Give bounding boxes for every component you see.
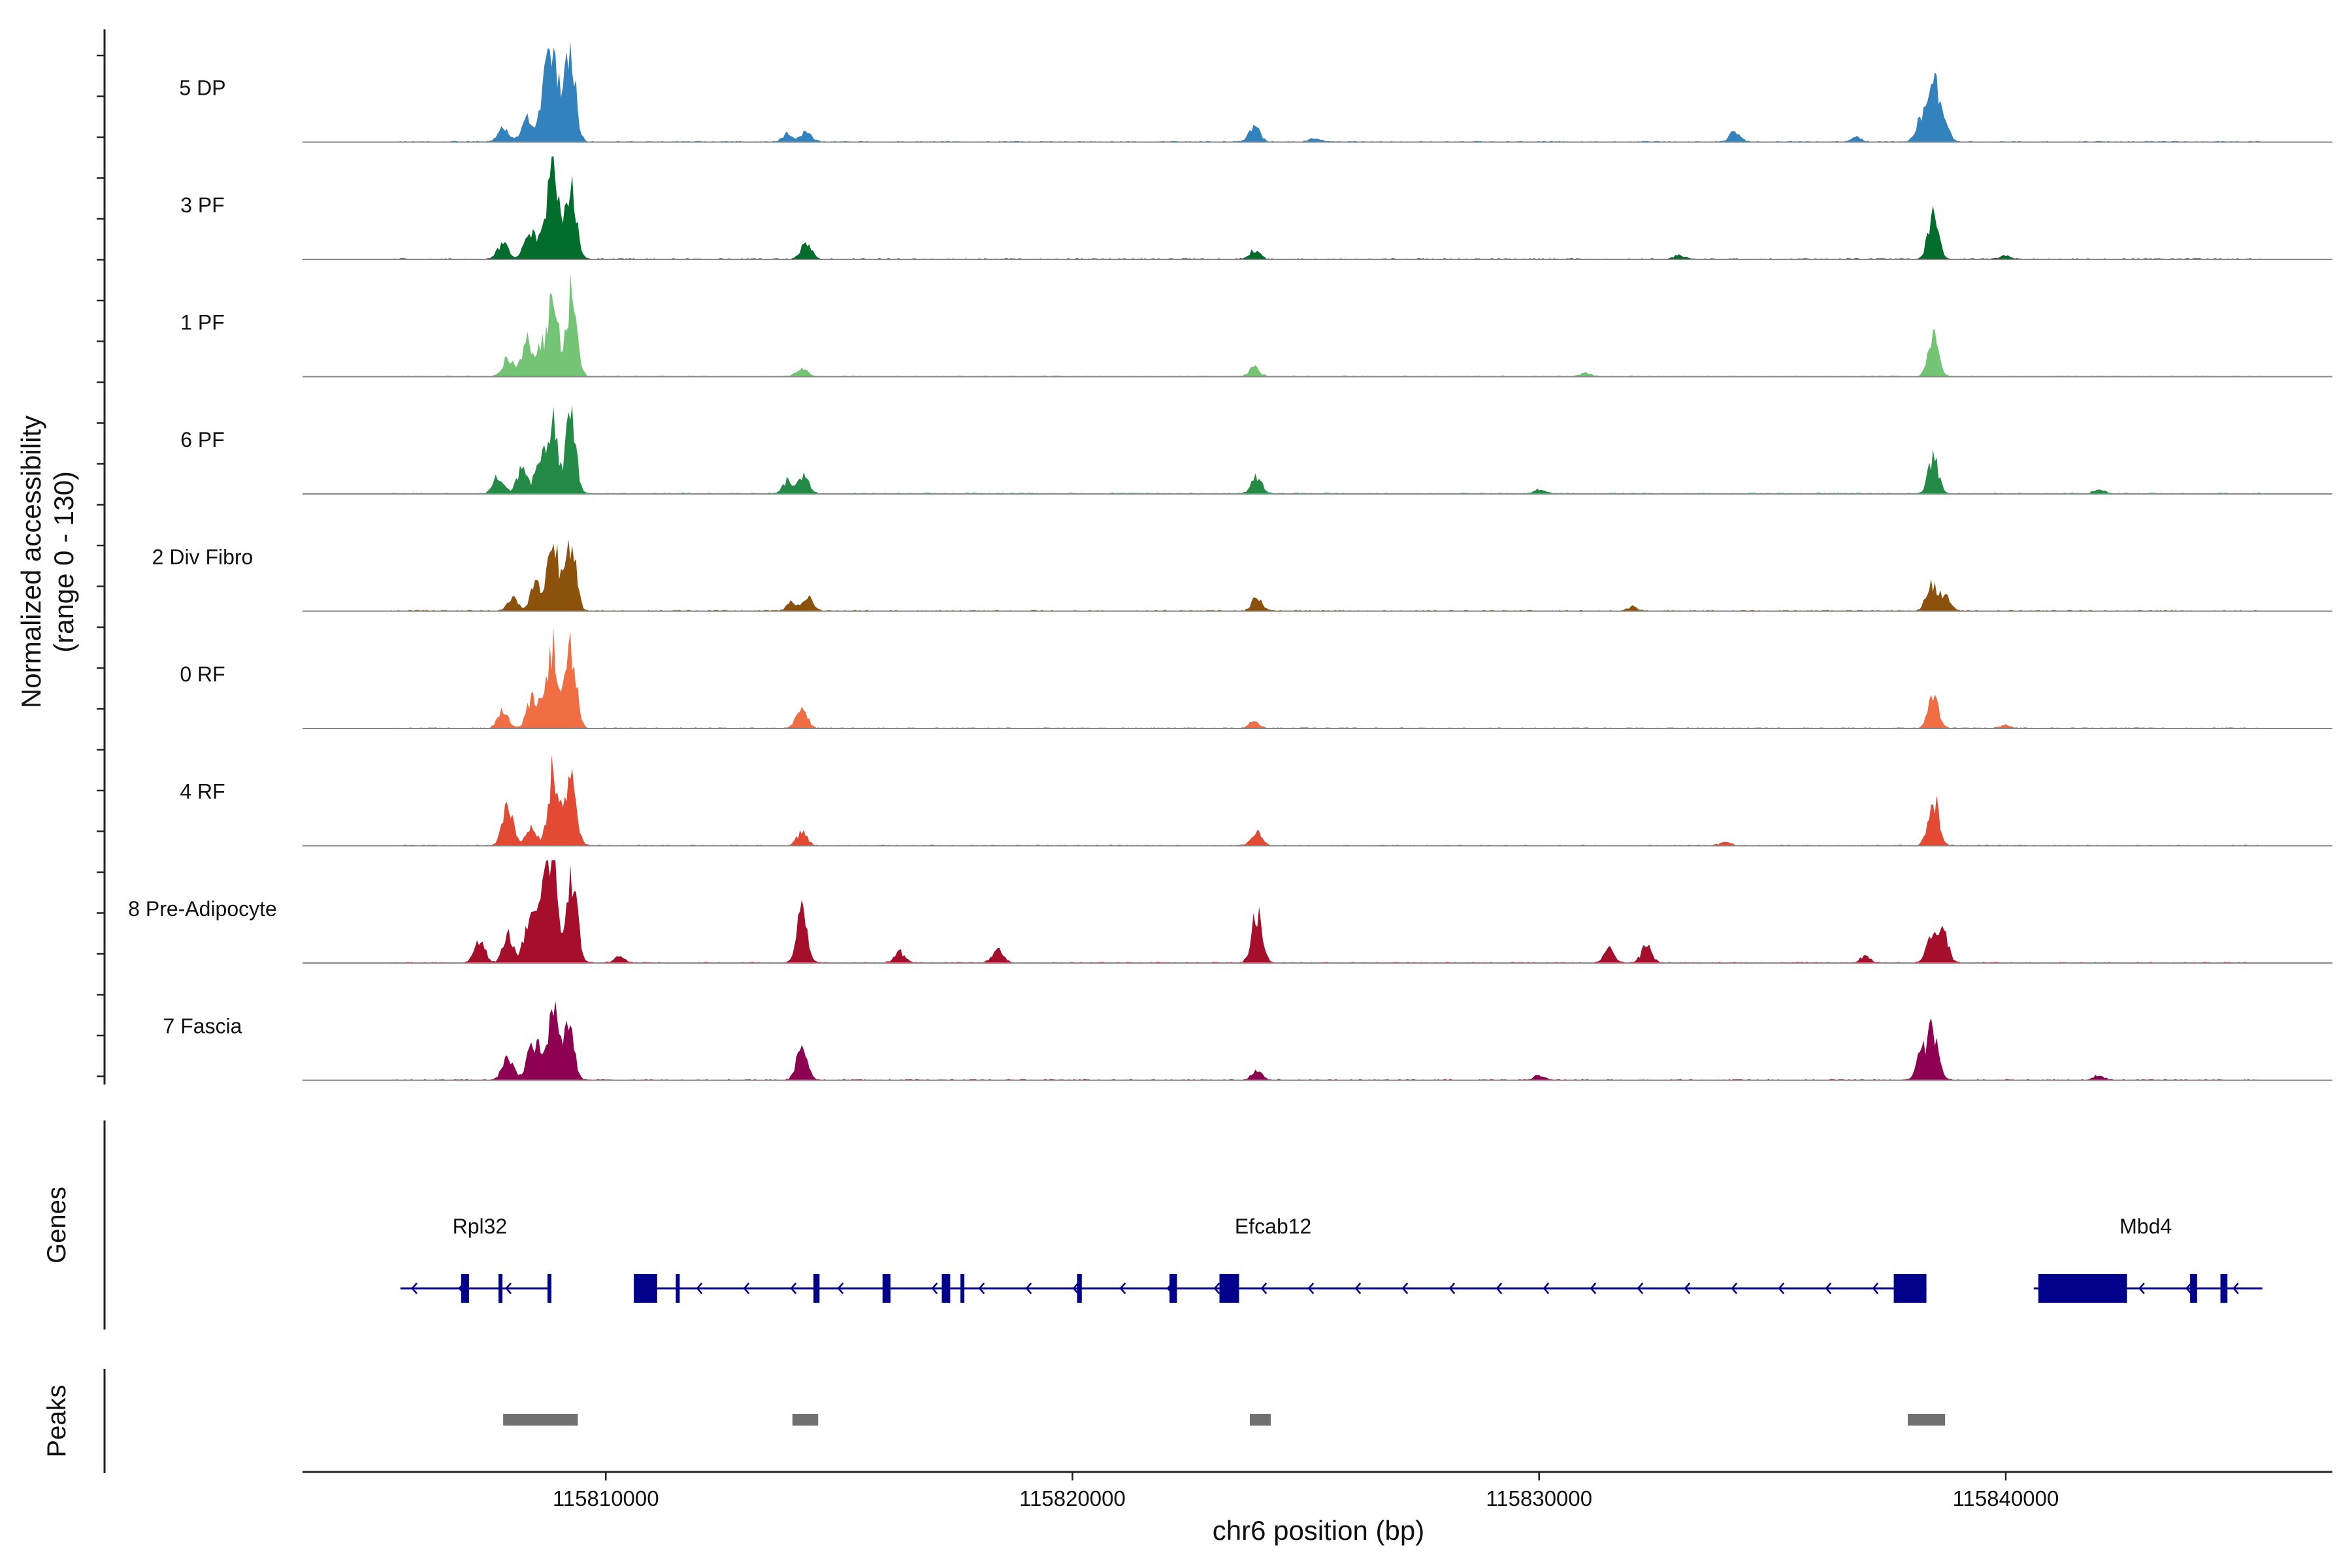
tracks: 5 DP 3 PF 1 PF 6 PF 2 Div Fibro 0 RF 4 RF 8 Pre… (128, 41, 2332, 1081)
strand-arrow-icon (1825, 1282, 1832, 1294)
gene-exon (941, 1274, 951, 1303)
gene-exon (1169, 1274, 1177, 1303)
strand-arrow-icon (1025, 1282, 1032, 1294)
gene-exon (498, 1274, 502, 1303)
strand-arrow-icon (2185, 1282, 2192, 1294)
gene-label: Mbd4 (2119, 1215, 2172, 1238)
x-axis: 115810000 115820000 115830000 115840000 (302, 1471, 2332, 1511)
gene-exon (634, 1274, 657, 1303)
strand-arrow-icon (1684, 1282, 1691, 1294)
coverage-area (391, 404, 2262, 494)
peak-region (503, 1414, 578, 1426)
track-label: 8 Pre-Adipocyte (128, 897, 277, 921)
coverage-area (391, 41, 2262, 142)
peaks-panel (503, 1414, 1946, 1426)
track-label: 2 Div Fibro (152, 546, 253, 569)
strand-arrow-icon (1872, 1282, 1879, 1294)
coverage-area (391, 539, 2262, 612)
track-label: 1 PF (180, 311, 225, 335)
peak-region (1908, 1414, 1946, 1426)
strand-arrow-icon (411, 1282, 417, 1294)
gene-exon (813, 1274, 820, 1303)
strand-arrow-icon (1260, 1282, 1267, 1294)
peaks-panel-title: Peaks (42, 1384, 71, 1457)
gene-exon (461, 1274, 469, 1303)
strand-arrow-icon (1778, 1282, 1785, 1294)
strand-arrow-icon (1448, 1282, 1456, 1294)
strand-arrow-icon (978, 1282, 985, 1294)
gene-exon (882, 1274, 890, 1303)
strand-arrow-icon (1543, 1282, 1550, 1294)
strand-arrow-icon (505, 1282, 512, 1294)
x-tick-label: 115840000 (1953, 1486, 2059, 1511)
gene-exon (2038, 1274, 2127, 1303)
gene-exon (2190, 1274, 2197, 1303)
gene-exon (1893, 1274, 1927, 1303)
genes-panel: Rpl32 Efcab12 Mbd4 (400, 1215, 2262, 1303)
coverage-area (391, 274, 2262, 377)
gene-label: Rpl32 (453, 1215, 508, 1238)
peak-region (792, 1414, 819, 1426)
coverage-area (391, 628, 2262, 728)
strand-arrow-icon (1590, 1282, 1597, 1294)
track-label: 7 Fascia (163, 1015, 242, 1038)
coverage-area (391, 860, 2262, 963)
gene-exon (1219, 1274, 1239, 1303)
strand-arrow-icon (1495, 1282, 1503, 1294)
x-tick-label: 115810000 (553, 1486, 659, 1511)
strand-arrow-icon (743, 1282, 750, 1294)
strand-arrow-icon (2232, 1282, 2239, 1294)
coverage-area (391, 1000, 2262, 1081)
gene-exon (1077, 1274, 1082, 1303)
strand-arrow-icon (1401, 1282, 1409, 1294)
y-axis-title: Normalized accessibility (16, 416, 46, 708)
strand-arrow-icon (1213, 1282, 1220, 1294)
y-axis-range: (range 0 - 130) (48, 471, 79, 653)
track-label: 0 RF (180, 662, 225, 686)
strand-arrow-icon (931, 1282, 938, 1294)
strand-arrow-icon (1119, 1282, 1126, 1294)
strand-arrow-icon (837, 1282, 844, 1294)
strand-arrow-icon (2138, 1282, 2145, 1294)
left-axis (97, 29, 106, 1473)
coverage-area (391, 156, 2262, 259)
track-label: 5 DP (179, 76, 225, 100)
gene-exon (2220, 1274, 2228, 1303)
coverage-area (391, 755, 2262, 846)
track-label: 3 PF (180, 193, 225, 217)
gene-exon (960, 1274, 965, 1303)
track-label: 6 PF (180, 428, 225, 451)
track-label: 4 RF (180, 780, 225, 804)
strand-arrow-icon (1354, 1282, 1362, 1294)
x-tick-label: 115820000 (1019, 1486, 1126, 1511)
strand-arrow-icon (696, 1282, 703, 1294)
gene-exon (547, 1274, 551, 1303)
x-tick-label: 115830000 (1486, 1486, 1592, 1511)
strand-arrow-icon (1072, 1282, 1079, 1294)
strand-arrow-icon (1637, 1282, 1644, 1294)
gene-label: Efcab12 (1235, 1215, 1311, 1238)
strand-arrow-icon (1731, 1282, 1738, 1294)
peak-region (1249, 1414, 1271, 1426)
genes-panel-title: Genes (42, 1186, 71, 1264)
gene-exon (676, 1274, 680, 1303)
strand-arrow-icon (1307, 1282, 1315, 1294)
strand-arrow-icon (790, 1282, 797, 1294)
x-axis-title: chr6 position (bp) (1213, 1515, 1425, 1546)
